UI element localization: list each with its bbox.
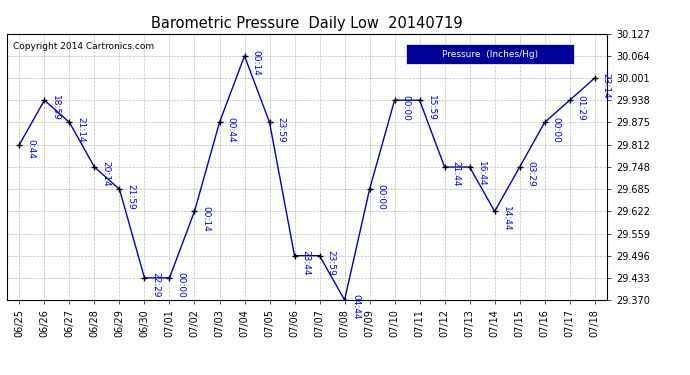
Text: 0:44: 0:44: [26, 139, 35, 159]
Text: 21:14: 21:14: [77, 117, 86, 142]
Text: 00:14: 00:14: [201, 206, 210, 231]
Text: 21:59: 21:59: [126, 184, 135, 209]
Text: 03:29: 03:29: [526, 162, 535, 187]
Text: 00:44: 00:44: [226, 117, 235, 142]
Text: Copyright 2014 Cartronics.com: Copyright 2014 Cartronics.com: [13, 42, 154, 51]
Text: 22:29: 22:29: [151, 272, 160, 298]
Text: 23:44: 23:44: [302, 250, 310, 276]
Text: 23:14: 23:14: [602, 72, 611, 98]
Text: 20:14: 20:14: [101, 162, 110, 187]
Text: 04:44: 04:44: [351, 294, 360, 320]
Text: 00:00: 00:00: [377, 184, 386, 210]
Text: 01:29: 01:29: [577, 94, 586, 120]
Text: Pressure  (Inches/Hg): Pressure (Inches/Hg): [442, 50, 538, 59]
Text: 15:59: 15:59: [426, 94, 435, 120]
Text: 23:59: 23:59: [326, 250, 335, 276]
Title: Barometric Pressure  Daily Low  20140719: Barometric Pressure Daily Low 20140719: [151, 16, 463, 31]
FancyBboxPatch shape: [406, 44, 574, 64]
Text: 00:00: 00:00: [402, 94, 411, 120]
Text: 21:44: 21:44: [451, 162, 460, 187]
Text: 14:44: 14:44: [502, 206, 511, 231]
Text: 18:59: 18:59: [51, 94, 60, 120]
Text: 23:59: 23:59: [277, 117, 286, 142]
Text: 00:00: 00:00: [551, 117, 560, 143]
Text: 16:44: 16:44: [477, 162, 486, 187]
Text: 00:00: 00:00: [177, 272, 186, 298]
Text: 00:14: 00:14: [251, 50, 260, 76]
